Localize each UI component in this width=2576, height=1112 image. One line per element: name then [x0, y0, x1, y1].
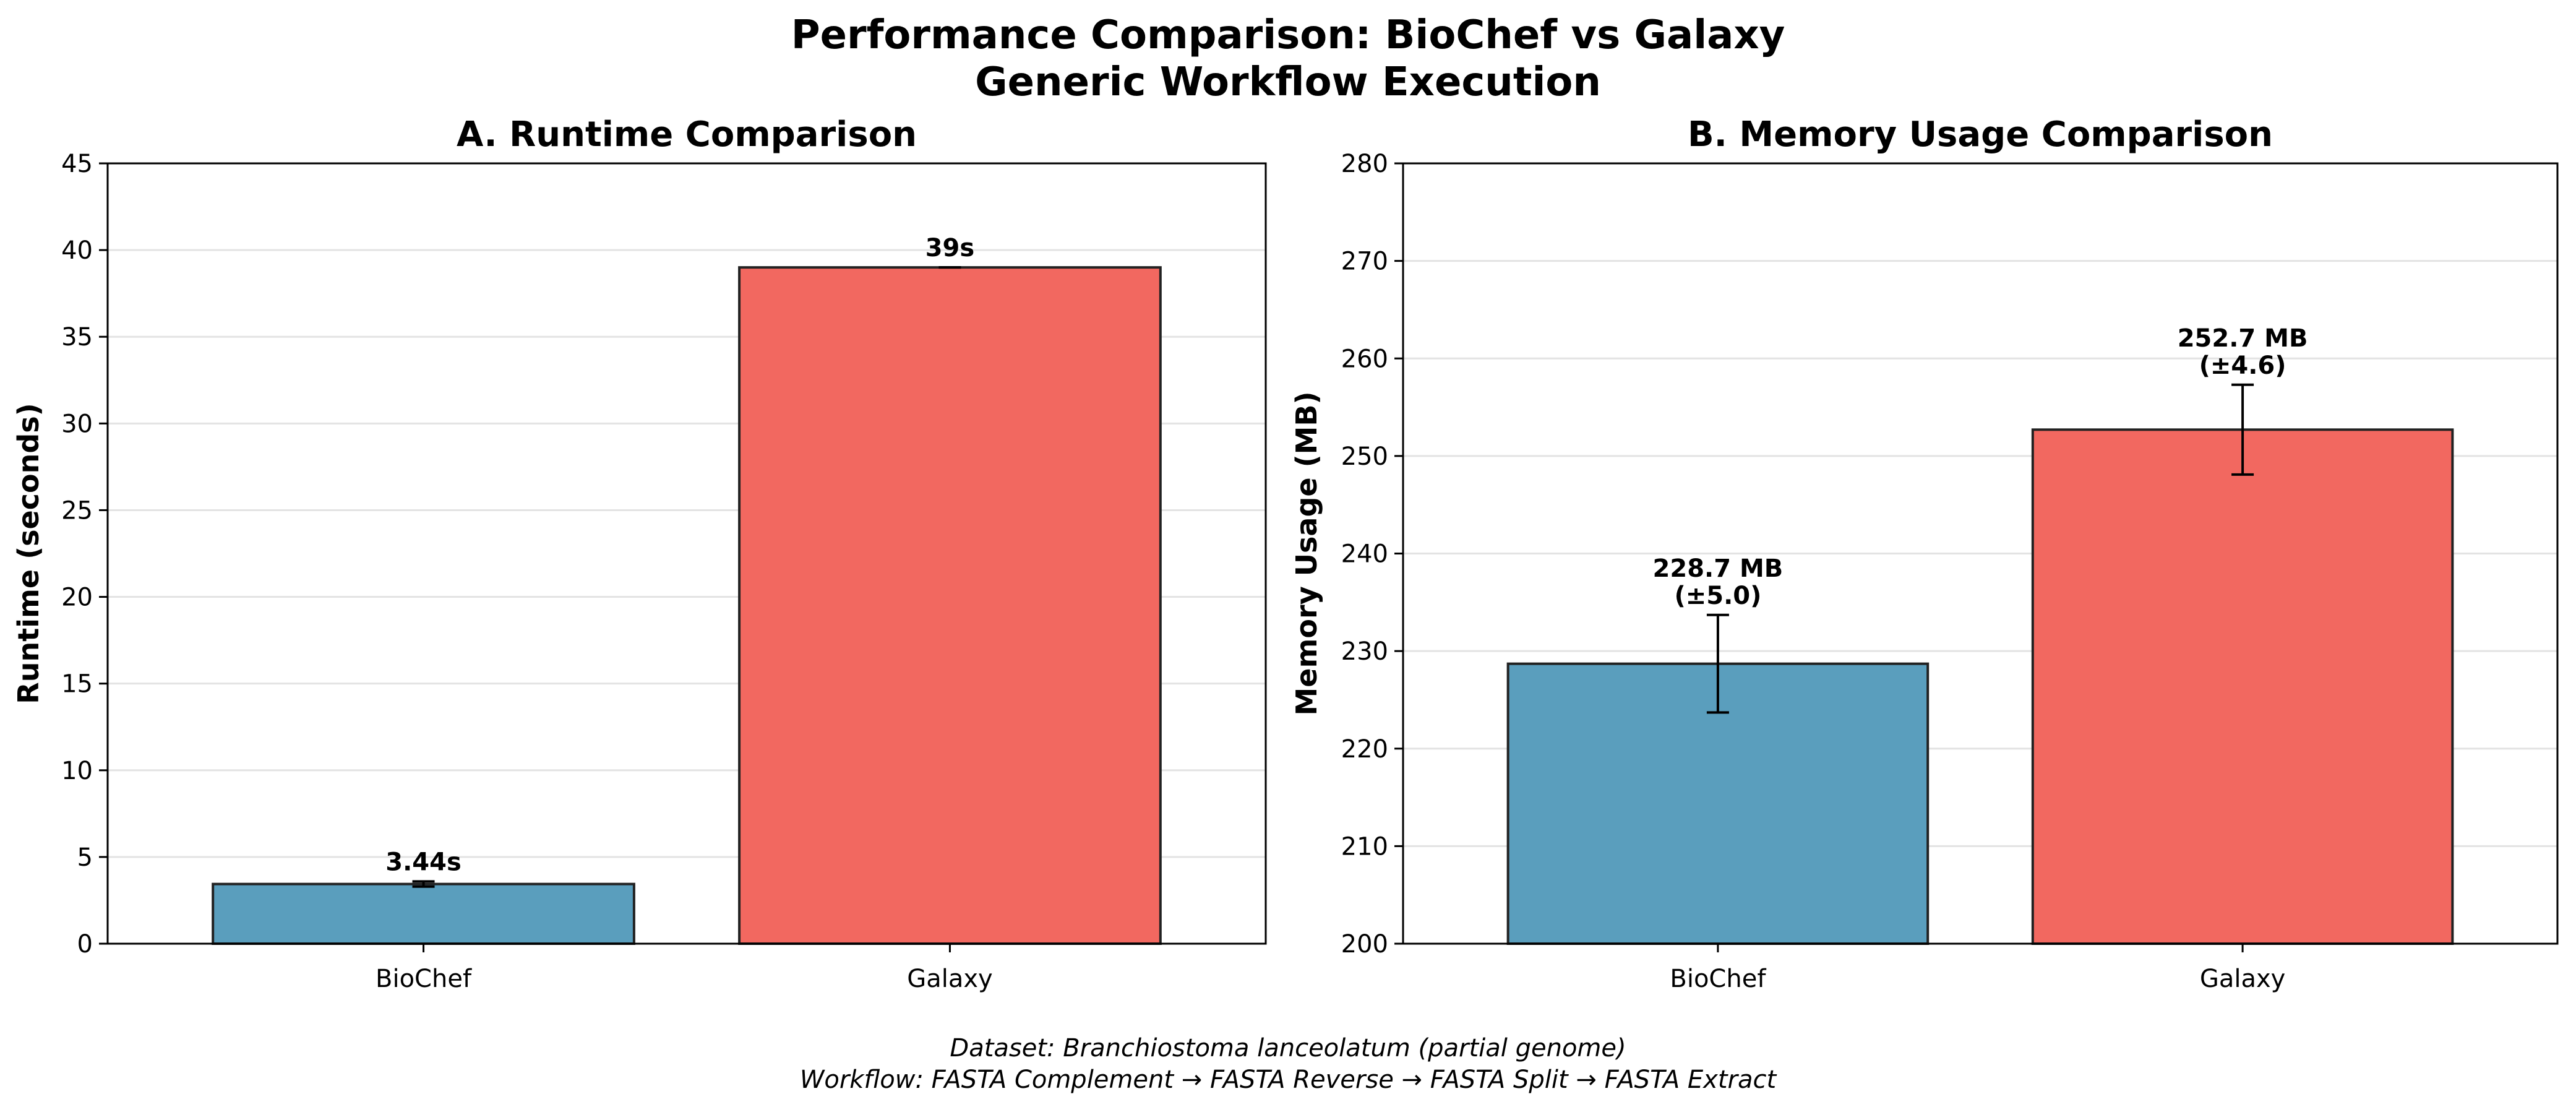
data-label: 252.7 MB: [2178, 324, 2308, 353]
x-tick-label: BioChef: [376, 965, 472, 993]
data-label: 39s: [925, 234, 974, 262]
y-tick-label: 230: [1341, 637, 1388, 666]
y-tick-label: 250: [1341, 442, 1388, 471]
x-tick-label: Galaxy: [2200, 965, 2285, 993]
x-tick-label: Galaxy: [907, 965, 992, 993]
runtime-chart: 3.44s 39s 0 5 10 15 20 25 30 35 40 45 BioChef Galaxy A…: [12, 114, 1267, 993]
y-tick-label: 45: [61, 150, 93, 178]
y-axis-label: Runtime (seconds): [12, 403, 45, 704]
y-tick-label: 5: [77, 843, 93, 872]
figure-title-line2: Generic Workflow Execution: [975, 59, 1601, 105]
axes-title: B. Memory Usage Comparison: [1688, 114, 2273, 155]
y-tick-label: 200: [1341, 930, 1388, 959]
y-tick-label: 20: [61, 584, 93, 612]
y-tick-label: 25: [61, 496, 93, 525]
figure-title-line1: Performance Comparison: BioChef vs Galax…: [791, 12, 1785, 58]
y-tick-label: 280: [1341, 150, 1388, 178]
x-tick-label: BioChef: [1670, 965, 1766, 993]
bar-galaxy: [738, 266, 1162, 946]
data-label: (±5.0): [1674, 582, 1761, 610]
y-tick-label: 10: [61, 757, 93, 785]
y-tick-label: 30: [61, 410, 93, 438]
data-label: 3.44s: [385, 848, 462, 876]
y-axis-label: Memory Usage (MB): [1290, 392, 1323, 716]
y-tick-label: 40: [61, 236, 93, 265]
caption-workflow: Workflow: FASTA Complement → FASTA Rever…: [800, 1066, 1777, 1094]
axes-frame: [106, 162, 1267, 945]
data-label: 228.7 MB: [1653, 554, 1784, 583]
y-tick-label: 0: [77, 930, 93, 959]
memory-chart: 228.7 MB(±5.0) 252.7 MB(±4.6) 200 210 220 230…: [1290, 114, 2559, 993]
caption-dataset: Dataset: Branchiostoma lanceolatum (part…: [950, 1034, 1626, 1062]
y-tick-label: 220: [1341, 735, 1388, 764]
y-tick-label: 260: [1341, 345, 1388, 373]
axes-title: A. Runtime Comparison: [457, 114, 917, 155]
y-tick-label: 210: [1341, 832, 1388, 861]
y-tick-label: 270: [1341, 248, 1388, 276]
bar-galaxy: [2031, 428, 2454, 945]
y-tick-label: 35: [61, 323, 93, 351]
data-label: (±4.6): [2199, 351, 2286, 380]
y-tick-label: 240: [1341, 540, 1388, 569]
y-tick-label: 15: [61, 670, 93, 699]
bar-biochef: [212, 882, 635, 945]
